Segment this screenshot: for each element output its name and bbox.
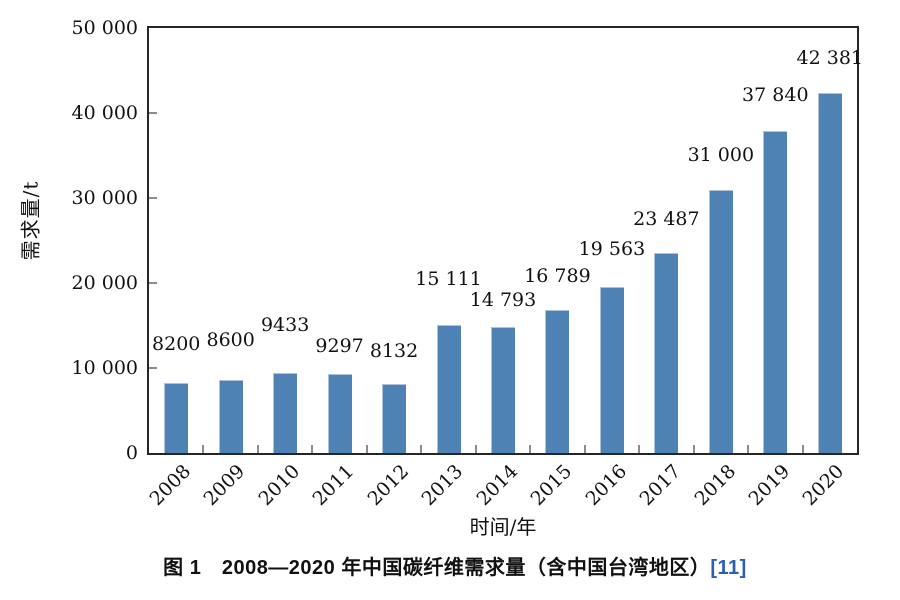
bar bbox=[436, 324, 461, 453]
y-tick-mark bbox=[149, 112, 157, 114]
bar bbox=[545, 310, 570, 453]
x-tick-label: 2014 bbox=[472, 460, 522, 511]
x-tick-label: 2008 bbox=[145, 460, 196, 511]
bar bbox=[273, 372, 298, 453]
bar-value-label: 14 793 bbox=[469, 289, 537, 312]
x-tick-mark bbox=[747, 445, 750, 453]
bar-value-label: 9433 bbox=[260, 313, 310, 336]
x-tick-mark bbox=[365, 445, 368, 453]
x-tick-label: 2016 bbox=[581, 460, 631, 511]
x-tick-mark bbox=[692, 445, 695, 453]
x-tick-label: 2012 bbox=[363, 460, 413, 511]
bar-value-label: 8132 bbox=[369, 339, 419, 362]
x-tick-label: 2017 bbox=[635, 460, 686, 511]
x-axis-title: 时间/年 bbox=[469, 515, 537, 539]
bar bbox=[763, 131, 788, 453]
caption-text: 图 1 2008—2020 年中国碳纤维需求量（含中国台湾地区） bbox=[163, 557, 711, 579]
bar-value-label: 9297 bbox=[315, 334, 364, 357]
bar-value-label: 8200 bbox=[152, 333, 201, 356]
bar bbox=[218, 379, 243, 453]
y-tick-mark bbox=[149, 282, 157, 284]
figure-caption: 图 1 2008—2020 年中国碳纤维需求量（含中国台湾地区）[11] bbox=[0, 551, 900, 580]
bar bbox=[654, 253, 679, 453]
x-tick-label: 2015 bbox=[526, 460, 577, 511]
bar-value-label: 15 111 bbox=[415, 267, 482, 290]
x-tick-label: 2019 bbox=[744, 460, 795, 511]
x-tick-mark bbox=[256, 445, 259, 453]
citation-link[interactable]: [11] bbox=[710, 557, 747, 579]
bar bbox=[817, 92, 842, 453]
bar-value-label: 16 789 bbox=[524, 265, 591, 288]
x-tick-mark bbox=[583, 445, 586, 453]
x-tick-label: 2010 bbox=[254, 460, 305, 511]
x-tick-mark bbox=[801, 445, 804, 453]
x-tick-mark bbox=[529, 445, 532, 453]
bar-value-label: 19 563 bbox=[578, 237, 646, 260]
bar bbox=[708, 189, 733, 453]
bar-value-label: 23 487 bbox=[633, 208, 700, 231]
x-tick-mark bbox=[474, 445, 477, 453]
y-tick-label: 30 000 bbox=[71, 187, 138, 209]
bar-value-label: 31 000 bbox=[687, 143, 755, 166]
y-tick-label: 50 000 bbox=[71, 17, 138, 39]
x-tick-label: 2020 bbox=[798, 460, 849, 511]
y-tick-mark bbox=[149, 197, 157, 199]
bar bbox=[382, 383, 407, 453]
bar bbox=[491, 327, 515, 453]
x-tick-label: 2009 bbox=[199, 460, 250, 511]
y-tick-mark bbox=[149, 367, 157, 369]
x-tick-label: 2011 bbox=[308, 460, 359, 511]
y-tick-label: 20 000 bbox=[71, 272, 138, 294]
y-tick-label: 40 000 bbox=[71, 102, 138, 124]
bar bbox=[599, 286, 624, 453]
bar-value-label: 8600 bbox=[206, 328, 255, 351]
bar-value-label: 37 840 bbox=[742, 84, 809, 107]
y-tick-label: 10 000 bbox=[71, 357, 138, 379]
y-tick-label: 0 bbox=[125, 442, 138, 464]
bar-value-label: 42 381 bbox=[796, 46, 863, 69]
x-tick-label: 2018 bbox=[689, 460, 740, 511]
bar bbox=[327, 373, 352, 453]
x-tick-mark bbox=[311, 445, 314, 453]
x-tick-mark bbox=[638, 445, 641, 453]
x-tick-mark bbox=[202, 445, 205, 453]
bar bbox=[164, 383, 189, 453]
x-tick-mark bbox=[420, 445, 423, 453]
x-tick-label: 2013 bbox=[417, 460, 468, 511]
